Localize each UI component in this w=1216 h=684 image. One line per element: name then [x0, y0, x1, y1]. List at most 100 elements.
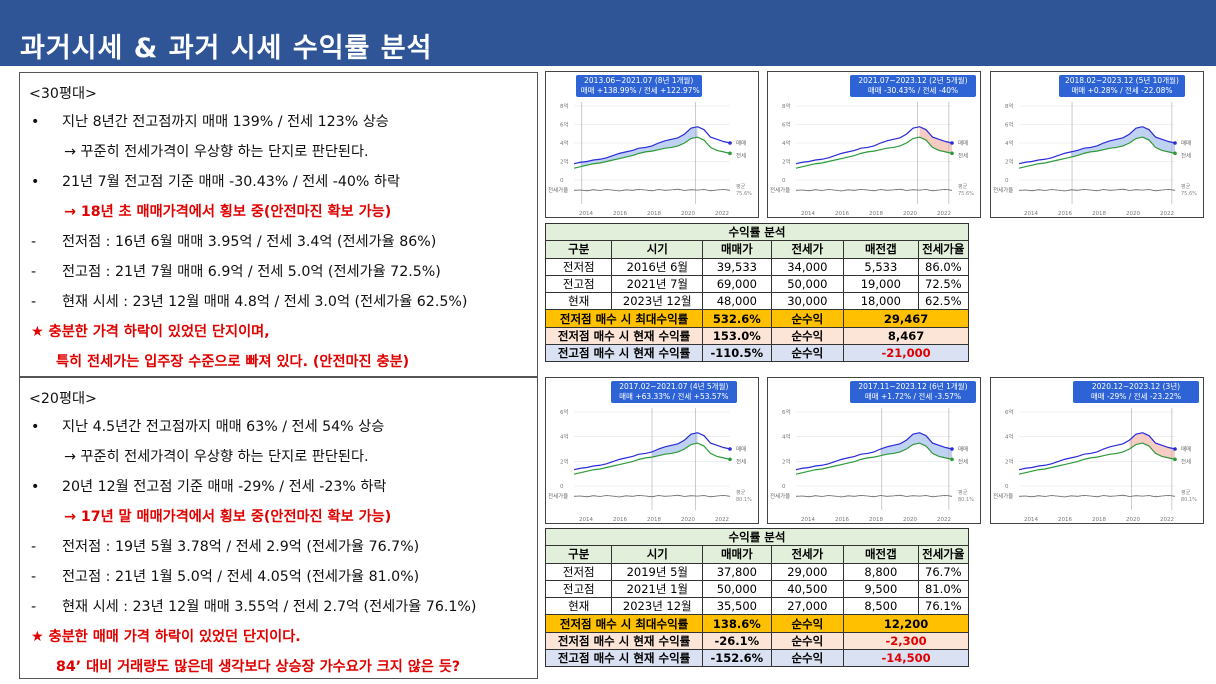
- table-cell: 전저점: [544, 562, 613, 581]
- caption-period: 2021.07~2023.12 (2년 5개월): [858, 76, 968, 85]
- ratio-label: 전세가율: [993, 186, 1013, 194]
- table-cell: 72.5%: [917, 274, 970, 294]
- table-title: 수익률 분석: [545, 222, 969, 242]
- legend-jeonse: 전세: [736, 457, 746, 465]
- period-caption: 2017.02~2021.07 (4년 5개월) 매매 +63.33% / 전세 …: [610, 381, 737, 403]
- x-tick-label: 2018: [869, 517, 883, 523]
- table-cell: 37,800: [702, 562, 772, 581]
- column-header: 구분: [544, 240, 613, 259]
- column-header: 시기: [611, 545, 704, 564]
- table-cell: 18,000: [843, 292, 919, 311]
- summary-profit-label: 순수익: [770, 614, 845, 633]
- sale-line: [795, 126, 953, 165]
- period-caption: 2020.12~2023.12 (3년) 매매 -29% / 전세 -23.22%: [1073, 381, 1199, 403]
- jeonse-line: [795, 136, 953, 169]
- ratio-label: 전세가율: [993, 492, 1013, 500]
- caption-period: 2017.02~2021.07 (4년 5개월): [619, 382, 729, 391]
- y-tick-label: 2억: [782, 158, 791, 166]
- bullet-text: 21년 7월 전고점 기준 매매 -30.43% / 전세 -40% 하락: [62, 174, 401, 190]
- bullet-line: - 전저점 : 19년 5월 3.78억 / 전세 2.9억 (전세가율 76.7…: [29, 532, 528, 562]
- ratio-label: 전세가율: [548, 186, 568, 194]
- avg-label: 평균: [1181, 489, 1191, 496]
- price-chart: 6억 4억 2억 0 2014 2016 2018 2020 2022 매매 전세 전세가율 평균 80.…: [545, 377, 759, 524]
- gap-shade: [919, 126, 952, 154]
- table-cell: 5,533: [843, 257, 919, 276]
- table-cell: 27,000: [770, 597, 845, 616]
- price-chart: 8억 6억 4억 2억 0 2014 2016 2018 2020 2022 매매 전세 전세가율 평균 7…: [767, 71, 981, 218]
- table-cell: 76.1%: [917, 597, 970, 616]
- jeonse-line: [795, 442, 953, 475]
- jeonse-end-dot: [728, 457, 732, 462]
- x-tick-label: 2016: [835, 211, 849, 217]
- table-row: 전고점 2021년 1월 50,000 40,500 9,500 81.0%: [544, 579, 970, 599]
- bullet-marker: -: [31, 294, 37, 310]
- y-tick-label: 6억: [782, 121, 791, 129]
- summary-row: 전고점 매수 시 현재 수익률 -110.5% 순수익 -21,000: [544, 344, 969, 363]
- bullet-marker: •: [31, 419, 40, 435]
- bullet-marker: -: [31, 234, 37, 250]
- bullet-text: 전저점 : 16년 6월 매매 3.95억 / 전세 3.4억 (전세가율 86…: [62, 234, 437, 250]
- bullet-line: • 20년 12월 전고점 기준 매매 -29% / 전세 -23% 하락: [29, 472, 528, 502]
- x-tick-label: 2020: [681, 211, 695, 217]
- y-tick-label: 4억: [560, 139, 569, 147]
- x-tick-label: 2022: [1160, 211, 1174, 217]
- table-cell: 2016년 6월: [611, 257, 704, 276]
- ratio-label: 전세가율: [770, 186, 790, 194]
- summary-value: -110.5%: [702, 344, 772, 363]
- bullet-line: • 지난 8년간 전고점까지 매매 139% / 전세 123% 상승: [29, 107, 528, 137]
- caption-change: 매매 -30.43% / 전세 -40%: [867, 86, 959, 95]
- x-tick-label: 2016: [1058, 211, 1072, 217]
- legend-sale: 매매: [736, 445, 746, 453]
- bullet-text: → 꾸준히 전세가격이 우상향 하는 단지로 판단된다.: [64, 144, 369, 160]
- x-tick-label: 2022: [937, 211, 951, 217]
- summary-value: 138.6%: [702, 614, 772, 633]
- table-cell: 69,000: [702, 274, 772, 294]
- summary-profit: -2,300: [843, 631, 969, 651]
- price-chart: 8억 6억 4억 2억 0 2014 2016 2018 2020 2022 매매 전세 전세가율 평균 7…: [990, 71, 1204, 218]
- jeonse-end-dot: [1173, 151, 1177, 156]
- y-tick-label: 2억: [1005, 158, 1014, 166]
- sale-end-dot: [1173, 141, 1177, 145]
- y-tick-label: 6억: [1005, 408, 1014, 416]
- x-tick-label: 2018: [869, 211, 883, 217]
- legend-jeonse: 전세: [736, 151, 746, 159]
- y-tick-label: 4억: [782, 433, 791, 441]
- table-cell: 전저점: [544, 257, 613, 276]
- table-cell: 39,533: [702, 257, 772, 276]
- bullet-line: - 현재 시세 : 23년 12월 매매 3.55억 / 전세 2.7억 (전세가…: [29, 592, 528, 622]
- sale-end-dot: [1173, 447, 1177, 451]
- analysis-box-30: <30평대> • 지난 8년간 전고점까지 매매 139% / 전세 123% 상승…: [19, 72, 538, 377]
- summary-profit-label: 순수익: [770, 631, 845, 651]
- section-heading: <20평대>: [29, 391, 97, 407]
- table-cell: 50,000: [770, 274, 845, 294]
- y-tick-label: 2억: [1005, 457, 1014, 465]
- period-caption: 2017.11~2023.12 (6년 1개월) 매매 +1.72% / 전세 -…: [850, 381, 976, 403]
- ratio-line: [1018, 188, 1176, 192]
- summary-profit: -21,000: [843, 344, 969, 363]
- bullet-marker: -: [31, 264, 37, 280]
- sale-end-dot: [950, 141, 954, 145]
- x-tick-label: 2016: [835, 517, 849, 523]
- jeonse-line: [1018, 136, 1176, 169]
- gap-shade: [880, 432, 952, 460]
- x-tick-label: 2020: [903, 211, 917, 217]
- column-header: 전세가율: [917, 240, 970, 259]
- avg-label: 평균: [1181, 183, 1191, 190]
- avg-value: 80.1%: [1181, 497, 1197, 503]
- sale-end-dot: [728, 141, 732, 145]
- table-cell: 현재: [544, 292, 613, 311]
- avg-label: 평균: [736, 489, 746, 496]
- caption-change: 매매 +138.99% / 전세 +122.97%: [580, 86, 700, 95]
- table-row: 전저점 2016년 6월 39,533 34,000 5,533 86.0%: [544, 257, 970, 276]
- table-row: 현재 2023년 12월 35,500 27,000 8,500 76.1%: [544, 597, 970, 616]
- gap-shade: [1071, 126, 1175, 158]
- legend-sale: 매매: [1181, 445, 1191, 453]
- table-cell: 2019년 5월: [611, 562, 704, 581]
- summary-label: 전저점 매수 시 현재 수익률: [544, 326, 704, 346]
- table-cell: 86.0%: [917, 257, 970, 276]
- table-cell: 전고점: [544, 579, 613, 599]
- caption-period: 2017.11~2023.12 (6년 1개월): [858, 382, 968, 391]
